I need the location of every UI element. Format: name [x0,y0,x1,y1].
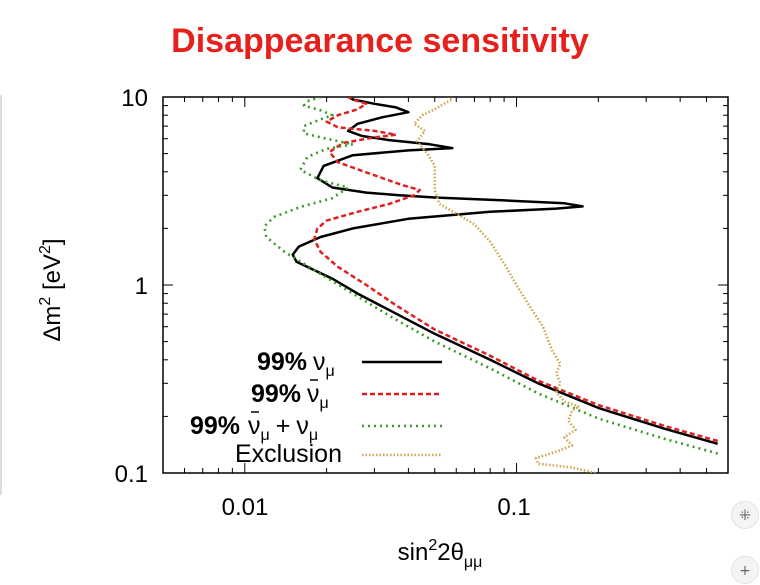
combined-curve [262,97,719,455]
axis-ticks [162,96,728,474]
y-tick-label-10: 10 [121,85,148,112]
exclusion-curve [412,97,596,473]
legend-symbol: νμ [313,348,335,380]
left-edge-rule [0,95,2,495]
series-group [262,97,719,473]
y-tick-label-0.1: 0.1 [115,461,148,488]
numu-curve [291,97,719,446]
legend-entry-exclusion: Exclusion [235,440,442,468]
x-tick-label-0.01: 0.01 [222,494,269,521]
legend-entry-combined: 99% νμ + νμ [190,411,442,444]
page-title: Disappearance sensitivity [171,22,589,60]
expand-icon[interactable]: + [731,556,759,584]
legend-percent-label: 99% [257,348,307,376]
y-axis-label: Δm2 [eV2] [37,238,66,341]
x-tick-label-0.1: 0.1 [497,494,530,521]
legend-percent-label: 99% [190,412,240,440]
legend-percent-label: 99% [251,380,301,408]
collapse-icon[interactable]: ⁜ [731,501,759,529]
legend-symbol: νμ + νμ [248,412,318,444]
legend-entry-numubar: 99% νμ [251,379,442,412]
y-tick-label-1: 1 [135,273,148,300]
legend-label-exclusion: Exclusion [235,440,342,468]
x-axis-label: sin22θμμ [398,537,483,571]
legend: 99% νμ 99% νμ 99% νμ + νμ Exclusion [190,348,442,468]
legend-entry-numu: 99% νμ [257,348,442,380]
numubar-curve [312,97,719,443]
legend-symbol: νμ [307,380,329,412]
